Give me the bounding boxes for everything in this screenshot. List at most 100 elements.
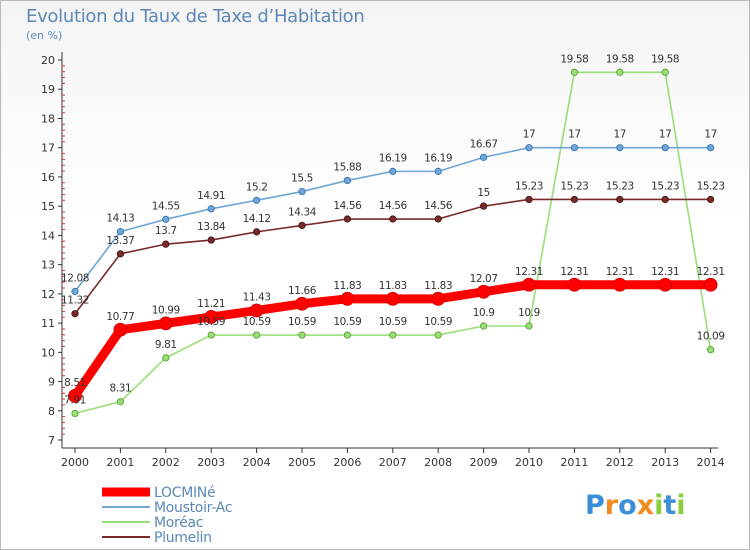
data-point bbox=[158, 316, 173, 331]
data-point bbox=[431, 291, 446, 306]
data-label: 17 bbox=[523, 129, 536, 141]
x-tick-label: 2008 bbox=[424, 456, 452, 469]
data-label: 13.37 bbox=[106, 235, 134, 247]
data-point bbox=[616, 68, 624, 76]
data-point bbox=[616, 144, 624, 152]
logo-letter: t bbox=[663, 490, 677, 521]
data-label: 12.08 bbox=[61, 273, 89, 285]
x-tick-label: 2005 bbox=[288, 456, 316, 469]
data-label: 12.31 bbox=[697, 266, 725, 278]
data-point bbox=[249, 303, 264, 318]
data-point bbox=[525, 322, 533, 330]
data-point bbox=[385, 291, 400, 306]
data-point bbox=[661, 68, 669, 76]
data-label: 15.23 bbox=[606, 180, 634, 192]
data-label: 11.66 bbox=[288, 285, 317, 297]
data-point bbox=[703, 277, 718, 292]
data-label: 15.2 bbox=[246, 181, 268, 193]
data-label: 9.81 bbox=[155, 339, 177, 351]
y-tick-label: 16 bbox=[41, 171, 55, 184]
data-point bbox=[570, 68, 579, 76]
data-point bbox=[525, 144, 533, 152]
data-point bbox=[661, 195, 669, 204]
legend-label: Plumelin bbox=[154, 530, 212, 546]
data-label: 16.19 bbox=[424, 152, 452, 164]
data-label: 11.21 bbox=[197, 298, 225, 310]
series-line-Moréac bbox=[74, 71, 712, 415]
logo-letter: P bbox=[585, 490, 605, 521]
logo-letter: i bbox=[676, 490, 686, 521]
data-label: 14.34 bbox=[288, 206, 317, 218]
data-label: 11.43 bbox=[243, 292, 271, 304]
data-point bbox=[298, 187, 306, 196]
y-tick-label: 15 bbox=[41, 200, 55, 213]
data-label: 10.59 bbox=[288, 316, 316, 328]
x-tick-label: 2014 bbox=[697, 456, 725, 469]
x-tick-label: 2007 bbox=[379, 456, 407, 469]
data-point bbox=[298, 331, 306, 339]
data-label: 8.51 bbox=[64, 377, 86, 389]
data-point bbox=[162, 240, 170, 248]
chart-title: Evolution du Taux de Taxe d’Habitation bbox=[26, 6, 365, 27]
data-point bbox=[340, 291, 355, 306]
x-tick-label: 2013 bbox=[651, 456, 679, 469]
logo-letter: r bbox=[604, 490, 619, 521]
data-label: 10.99 bbox=[152, 304, 180, 316]
chart-subtitle: (en %) bbox=[26, 29, 63, 42]
data-label: 10.59 bbox=[379, 316, 407, 328]
data-label: 11.83 bbox=[379, 280, 407, 292]
y-tick-label: 9 bbox=[48, 376, 55, 389]
y-tick-label: 13 bbox=[41, 259, 55, 272]
data-point bbox=[207, 205, 215, 213]
data-point bbox=[343, 176, 351, 185]
data-label: 10.59 bbox=[424, 316, 452, 328]
data-label: 17 bbox=[659, 129, 672, 141]
data-label: 14.91 bbox=[197, 190, 225, 202]
data-label: 11.83 bbox=[333, 280, 361, 292]
data-label: 13.84 bbox=[197, 221, 226, 233]
data-point bbox=[706, 346, 715, 354]
data-label: 14.56 bbox=[424, 200, 453, 212]
data-label: 15 bbox=[477, 187, 490, 199]
data-point bbox=[616, 195, 624, 204]
y-tick-label: 12 bbox=[41, 288, 55, 301]
data-label: 14.12 bbox=[243, 213, 271, 225]
data-point bbox=[389, 167, 397, 175]
proxiti-logo: Proxiti bbox=[585, 490, 686, 521]
logo-letter: o bbox=[618, 490, 637, 521]
data-point bbox=[116, 227, 125, 236]
data-point bbox=[253, 228, 261, 236]
data-point bbox=[71, 287, 79, 296]
x-tick-label: 2001 bbox=[106, 456, 134, 469]
data-label: 10.9 bbox=[473, 307, 495, 319]
data-point bbox=[71, 409, 79, 417]
x-tick-label: 2004 bbox=[243, 456, 271, 469]
data-point bbox=[658, 277, 673, 292]
data-label: 14.56 bbox=[333, 200, 362, 212]
y-tick-label: 11 bbox=[41, 317, 55, 330]
data-point bbox=[389, 331, 397, 339]
x-tick-label: 2002 bbox=[152, 456, 180, 469]
data-label: 19.58 bbox=[651, 53, 679, 65]
data-label: 12.31 bbox=[606, 266, 634, 278]
x-tick-label: 2009 bbox=[470, 456, 498, 469]
data-label: 13.7 bbox=[155, 225, 177, 237]
data-label: 14.55 bbox=[152, 200, 180, 212]
data-point bbox=[343, 331, 351, 339]
logo-letter: x bbox=[636, 490, 655, 521]
data-point bbox=[207, 331, 215, 339]
data-point bbox=[162, 215, 170, 223]
data-point bbox=[434, 331, 442, 339]
data-label: 10.09 bbox=[697, 331, 725, 343]
data-point bbox=[706, 195, 715, 204]
data-point bbox=[479, 202, 488, 210]
data-point bbox=[253, 196, 261, 204]
data-label: 16.67 bbox=[470, 138, 498, 150]
data-point bbox=[570, 144, 579, 152]
data-point bbox=[434, 215, 442, 223]
data-point bbox=[434, 167, 442, 175]
data-point bbox=[162, 354, 170, 362]
data-label: 8.31 bbox=[110, 383, 132, 395]
data-label: 10.59 bbox=[197, 316, 225, 328]
